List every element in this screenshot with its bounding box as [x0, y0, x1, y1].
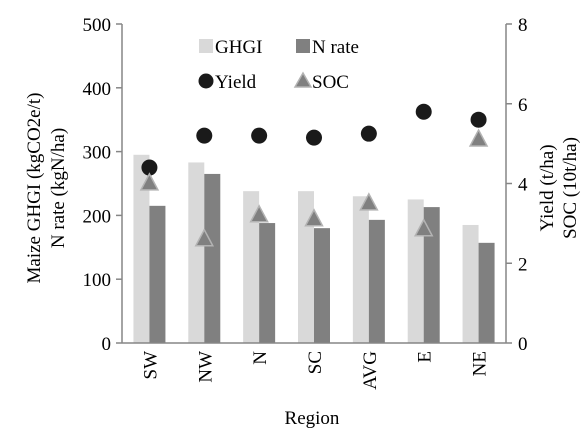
- point-yield: [251, 127, 268, 144]
- right-tick-label: 2: [518, 254, 528, 275]
- point-soc: [249, 204, 269, 223]
- bar-n-rate: [478, 242, 495, 343]
- x-tick-label: AVG: [360, 351, 381, 390]
- bar-n-rate: [149, 205, 166, 343]
- point-yield: [415, 103, 432, 120]
- right-tick-label: 0: [518, 334, 528, 355]
- legend-label-yield: Yield: [215, 72, 257, 93]
- point-soc: [359, 192, 379, 211]
- legend-label-ghgi: GHGI: [215, 37, 263, 58]
- bar-ghgi: [133, 154, 150, 343]
- x-tick-label: E: [415, 351, 436, 363]
- legend-marker-yield: [198, 73, 214, 89]
- legend-swatch-n-rate: [296, 39, 310, 53]
- point-soc: [304, 208, 324, 227]
- left-tick-label: 400: [83, 79, 112, 100]
- bar-n-rate: [259, 223, 276, 343]
- x-axis-title: Region: [285, 408, 340, 429]
- bar-series: [133, 154, 495, 343]
- right-axis-title-line2: SOC (10t/ha): [560, 137, 581, 239]
- bar-ghgi: [298, 191, 314, 343]
- bar-n-rate: [423, 207, 440, 343]
- right-axis-title-line1: Yield (t/ha): [537, 144, 558, 231]
- bar-ghgi: [352, 196, 369, 343]
- x-tick-label: NW: [195, 351, 216, 383]
- point-yield: [196, 127, 213, 144]
- point-yield: [141, 159, 158, 176]
- bar-ghgi: [407, 199, 424, 343]
- left-axis-ticks: 0 100 200 300 400 500: [83, 15, 122, 355]
- legend-item-yield: Yield: [198, 72, 257, 93]
- x-tick-label: NE: [470, 351, 491, 376]
- legend-label-n-rate: N rate: [312, 37, 359, 58]
- point-yield: [360, 125, 377, 142]
- x-axis-ticks: SW NW N SC AVG E NE: [140, 351, 490, 390]
- legend: GHGI N rate Yield SOC: [198, 37, 359, 93]
- left-axis-title-line1: Maize GHGI (kgCO2e/t): [24, 92, 45, 283]
- point-yield: [306, 129, 322, 146]
- point-soc: [139, 172, 160, 191]
- legend-swatch-ghgi: [199, 39, 213, 53]
- legend-item-ghgi: GHGI: [199, 37, 263, 58]
- left-axis-title-line2: N rate (kgN/ha): [48, 128, 69, 248]
- bar-n-rate: [368, 219, 385, 343]
- bar-ghgi: [243, 191, 260, 343]
- left-tick-label: 500: [83, 15, 112, 36]
- right-tick-label: 6: [518, 95, 528, 116]
- bar-n-rate: [204, 173, 221, 343]
- x-tick-label: SC: [305, 351, 326, 374]
- marker-series: [139, 103, 489, 247]
- legend-label-soc: SOC: [312, 72, 349, 93]
- point-soc: [468, 128, 489, 147]
- bar-n-rate: [314, 228, 330, 343]
- legend-item-n-rate: N rate: [296, 37, 359, 58]
- x-tick-label: SW: [140, 351, 161, 380]
- legend-marker-soc: [293, 71, 313, 88]
- right-axis-ticks: 0 2 4 6 8: [506, 15, 528, 355]
- legend-item-soc: SOC: [293, 71, 349, 93]
- point-yield: [470, 111, 487, 128]
- left-tick-label: 0: [102, 334, 112, 355]
- bar-ghgi: [188, 162, 205, 343]
- point-soc: [194, 228, 215, 247]
- x-tick-label: N: [250, 351, 271, 365]
- left-tick-label: 300: [83, 143, 112, 164]
- right-tick-label: 8: [518, 15, 528, 36]
- left-tick-label: 200: [83, 206, 112, 227]
- bar-ghgi: [462, 224, 479, 343]
- point-soc: [413, 218, 434, 237]
- right-tick-label: 4: [518, 175, 528, 196]
- left-tick-label: 100: [83, 270, 112, 291]
- axes: [121, 24, 507, 344]
